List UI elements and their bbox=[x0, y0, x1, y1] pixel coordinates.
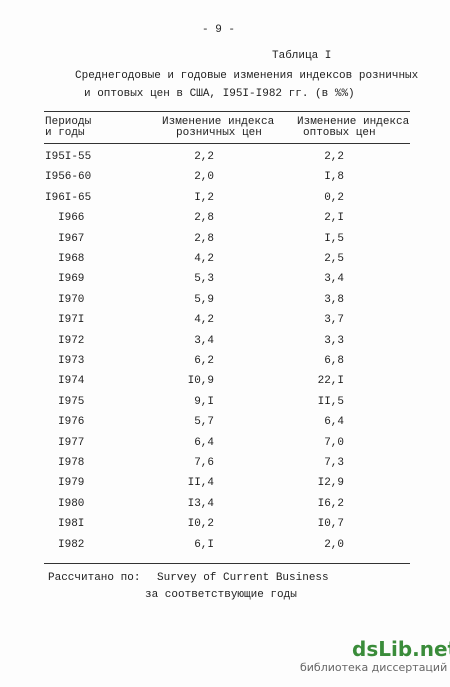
wholesale-change: 2,I bbox=[324, 212, 344, 225]
retail-change: I0,2 bbox=[187, 518, 214, 531]
wholesale-change: II,5 bbox=[317, 395, 344, 408]
period: I95I-55 bbox=[45, 151, 92, 163]
wholesale-change: I,8 bbox=[324, 171, 344, 184]
period: I968 bbox=[58, 253, 85, 265]
header: и годы bbox=[45, 127, 85, 139]
period: I975 bbox=[58, 395, 85, 408]
period: I97I bbox=[58, 314, 85, 327]
wholesale-change: 7,3 bbox=[324, 457, 344, 469]
wholesale-change: 2,0 bbox=[324, 538, 344, 551]
header: Изменение индекса bbox=[297, 116, 410, 128]
watermark-caption: библиотека диссертаций bbox=[300, 661, 448, 674]
source-note: за соответствующие годы bbox=[145, 589, 297, 601]
wholesale-change: I,5 bbox=[324, 232, 344, 245]
page-number: - 9 - bbox=[202, 24, 236, 36]
retail-change: I3,4 bbox=[187, 497, 214, 510]
period: I980 bbox=[58, 497, 85, 510]
period: I96I-65 bbox=[45, 191, 92, 204]
rule bbox=[44, 563, 410, 564]
watermark-logo: dsLib.net bbox=[352, 637, 450, 661]
period: I973 bbox=[58, 355, 85, 367]
wholesale-change: I6,2 bbox=[317, 497, 344, 510]
retail-change: 6,I bbox=[194, 538, 214, 551]
wholesale-change: 6,4 bbox=[324, 416, 344, 429]
retail-change: I,2 bbox=[194, 191, 214, 204]
header: Изменение индекса bbox=[162, 116, 275, 128]
retail-change: 2,2 bbox=[194, 151, 214, 163]
wholesale-change: 22,I bbox=[317, 375, 344, 388]
retail-change: 2,0 bbox=[194, 171, 214, 184]
wholesale-change: 3,3 bbox=[324, 334, 344, 347]
wholesale-change: 2,5 bbox=[324, 253, 344, 265]
period: I982 bbox=[58, 538, 85, 551]
period: I967 bbox=[58, 232, 85, 245]
rule bbox=[44, 143, 410, 144]
period: I98I bbox=[58, 518, 85, 531]
retail-change: 4,2 bbox=[194, 253, 214, 265]
wholesale-change: 6,8 bbox=[324, 355, 344, 367]
retail-change: 5,3 bbox=[194, 273, 214, 286]
period: I976 bbox=[58, 416, 85, 429]
retail-change: 6,4 bbox=[194, 436, 214, 449]
retail-change: I0,9 bbox=[187, 375, 214, 388]
period: I966 bbox=[58, 212, 85, 225]
retail-change: 7,6 bbox=[194, 457, 214, 469]
wholesale-change: I0,7 bbox=[317, 518, 344, 531]
retail-change: 5,9 bbox=[194, 293, 214, 306]
wholesale-change: 3,7 bbox=[324, 314, 344, 327]
period: I978 bbox=[58, 457, 85, 469]
period: I972 bbox=[58, 334, 85, 347]
period: I979 bbox=[58, 477, 85, 490]
retail-change: 9,I bbox=[194, 395, 214, 408]
wholesale-change: 2,2 bbox=[324, 151, 344, 163]
retail-change: II,4 bbox=[187, 477, 214, 490]
retail-change: 6,2 bbox=[194, 355, 214, 367]
table-label: Таблица I bbox=[272, 50, 332, 62]
header: розничных цен bbox=[176, 127, 262, 139]
retail-change: 2,8 bbox=[194, 232, 214, 245]
period: I969 bbox=[58, 273, 85, 286]
wholesale-change: 7,0 bbox=[324, 436, 344, 449]
retail-change: 3,4 bbox=[194, 334, 214, 347]
period: I970 bbox=[58, 293, 85, 306]
retail-change: 4,2 bbox=[194, 314, 214, 327]
title-line: и оптовых цен в США, I95I-I982 гг. (в %%… bbox=[84, 88, 355, 100]
wholesale-change: 0,2 bbox=[324, 191, 344, 204]
wholesale-change: I2,9 bbox=[317, 477, 344, 490]
header: Периоды bbox=[45, 116, 92, 128]
title-line: Среднегодовые и годовые изменения индекс… bbox=[75, 70, 419, 82]
source-label: Рассчитано по: bbox=[48, 572, 141, 584]
source-text: Survey of Current Business bbox=[157, 572, 329, 584]
header: оптовых цен bbox=[303, 127, 376, 139]
wholesale-change: 3,4 bbox=[324, 273, 344, 286]
retail-change: 2,8 bbox=[194, 212, 214, 225]
rule bbox=[44, 111, 410, 112]
retail-change: 5,7 bbox=[194, 416, 214, 429]
period: I974 bbox=[58, 375, 85, 388]
period: I977 bbox=[58, 436, 85, 449]
period: I956-60 bbox=[45, 171, 92, 184]
wholesale-change: 3,8 bbox=[324, 293, 344, 306]
